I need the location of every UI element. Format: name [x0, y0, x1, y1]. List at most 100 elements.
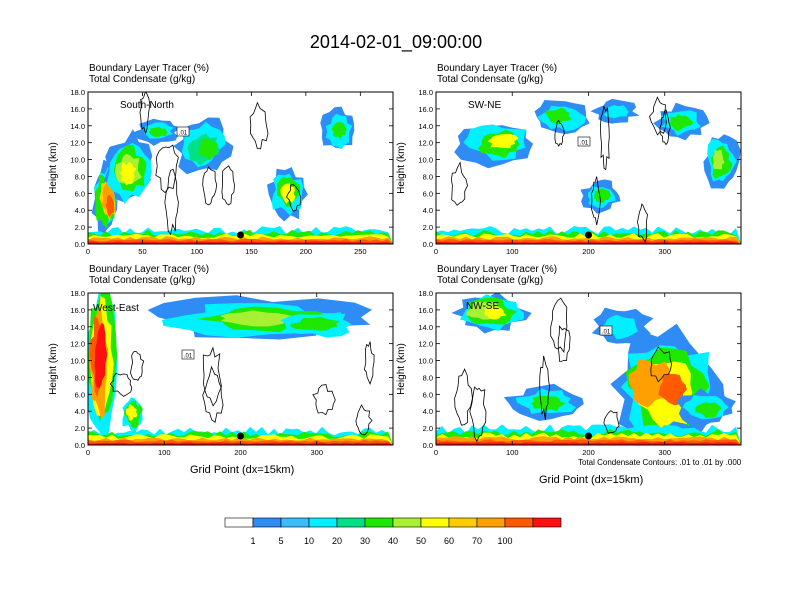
y-tick-label: 16.0 [418, 105, 433, 114]
y-tick-label: 0.0 [423, 441, 433, 450]
tracer-cloud-1-level-3 [220, 310, 294, 327]
contour-line-1 [139, 92, 151, 135]
colorbar-swatch [364, 517, 394, 528]
plot-area: .01 [436, 92, 741, 244]
x-tick-label: 200 [300, 247, 313, 256]
panel-4-title: Boundary Layer Tracer (%) Total Condensa… [437, 264, 557, 286]
contour-line-0 [554, 120, 565, 147]
tracer-cloud-3-level-2 [125, 404, 138, 421]
tracer-cloud-0-level-6 [94, 344, 102, 389]
x-tick-label: 300 [658, 247, 671, 256]
panel-1-title: Boundary Layer Tracer (%) Total Condensa… [89, 63, 209, 85]
colorbar-swatch [392, 517, 422, 528]
contour-label: .01 [179, 131, 188, 137]
y-tick-label: 6.0 [75, 390, 85, 399]
x-tick-label: 100 [506, 247, 519, 256]
tracer-cloud-5-level-4 [119, 161, 137, 186]
y-tick-label: 2.0 [75, 223, 85, 232]
tracer-cloud-2-level-3 [198, 138, 219, 161]
tracer-cloud-0-level-3 [487, 134, 519, 149]
y-tick-label: 4.0 [423, 206, 433, 215]
y-axis-label: Height (km) [396, 343, 407, 395]
contour-line-0 [202, 166, 218, 206]
panel-3-title: Boundary Layer Tracer (%) Total Condensa… [89, 264, 209, 286]
contour-line-1 [363, 341, 375, 386]
y-tick-label: 2.0 [75, 424, 85, 433]
x-tick-label: 0 [86, 448, 90, 457]
x-tick-label: 300 [658, 448, 671, 457]
panel-name: NW-SE [466, 301, 499, 312]
y-tick-label: 12.0 [418, 139, 433, 148]
contour-line-3 [650, 346, 672, 383]
panel-3-title-line1: Boundary Layer Tracer (%) [89, 264, 210, 275]
contour-label: .01 [580, 141, 589, 147]
y-axis-label: Height (km) [48, 343, 59, 395]
panel-name: SW-NE [468, 100, 501, 111]
colorbar-swatch [532, 517, 562, 528]
contour-line-6 [155, 144, 179, 194]
colorbar-swatch [420, 517, 450, 528]
colorbar-label: 10 [304, 536, 314, 546]
y-tick-label: 6.0 [75, 189, 85, 198]
y-tick-label: 16.0 [70, 105, 85, 114]
contour-line-3 [286, 184, 302, 212]
panel-2-title-line2: Total Condensate (g/kg) [437, 74, 544, 85]
contour-line-4 [109, 372, 133, 397]
panel-1-title-line2: Total Condensate (g/kg) [89, 74, 196, 85]
colorbar-label: 60 [444, 536, 454, 546]
tracer-cloud-4-level-3 [712, 149, 725, 170]
colorbar-swatch [476, 517, 506, 528]
colorbar-swatch [280, 517, 310, 528]
y-tick-label: 18.0 [70, 88, 85, 97]
panel-4-title-line2: Total Condensate (g/kg) [437, 275, 544, 286]
panel-west-east: .01 West-East 0.0 2.0 4.0 6.0 8.0 10.0 12.0 14.0 1… [48, 289, 394, 457]
x-tick-label: 0 [434, 247, 438, 256]
x-tick-label: 200 [582, 448, 595, 457]
y-tick-label: 0.0 [75, 240, 85, 249]
y-tick-label: 18.0 [418, 88, 433, 97]
tracer-cloud-1-level-5 [658, 373, 687, 406]
contour-line-6 [130, 350, 145, 381]
contour-line-4 [221, 165, 235, 206]
panel-2-title: Boundary Layer Tracer (%) Total Condensa… [437, 63, 557, 85]
y-tick-label: 4.0 [75, 407, 85, 416]
x-tick-label: 0 [86, 247, 90, 256]
tracer-cloud-4-level-2 [331, 122, 347, 139]
x-tick-label: 200 [582, 247, 595, 256]
y-tick-label: 6.0 [423, 390, 433, 399]
y-tick-label: 6.0 [423, 189, 433, 198]
contour-line-1 [599, 105, 610, 171]
colorbar-label: 100 [497, 536, 512, 546]
tracer-cloud-3-level-2 [695, 402, 722, 418]
y-tick-label: 8.0 [75, 172, 85, 181]
x-tick-label: 150 [245, 247, 258, 256]
colorbar-swatch [504, 517, 534, 528]
tracer-cloud-1-level-2 [148, 126, 168, 138]
plot-area: .01 [436, 293, 741, 445]
colorbar-swatch [252, 517, 282, 528]
contour-line-3 [450, 161, 468, 206]
tracer-cloud-2-level-1 [603, 105, 629, 119]
contour-label-box [577, 136, 591, 147]
y-tick-label: 14.0 [418, 323, 433, 332]
tracer-cloud-1-level-2 [545, 107, 573, 124]
contour-line-2 [454, 368, 473, 426]
y-tick-label: 0.0 [423, 240, 433, 249]
contour-line-3 [202, 346, 222, 407]
contour-label: .01 [602, 330, 611, 336]
y-tick-label: 18.0 [70, 289, 85, 298]
panel-4-xlabel: Grid Point (dx=15km) [539, 474, 644, 486]
colorbar-label: 5 [278, 536, 283, 546]
colorbar-swatch [336, 517, 366, 528]
contour-line-5 [249, 101, 269, 150]
figure-title: 2014-02-01_09:00:00 [309, 32, 483, 52]
colorbar-label: 40 [388, 536, 398, 546]
y-tick-label: 2.0 [423, 424, 433, 433]
x-tick-label: 100 [506, 448, 519, 457]
panel-3-title-line2: Total Condensate (g/kg) [89, 275, 196, 286]
colorbar-label: 1 [250, 536, 255, 546]
x-tick-label: 0 [434, 448, 438, 457]
panel-sw-ne: .01 SW-NE 0.0 2.0 4.0 6.0 8.0 10.0 12.0 14.0 16.0 1… [396, 88, 742, 256]
y-tick-label: 18.0 [418, 289, 433, 298]
panel-2-title-line1: Boundary Layer Tracer (%) [437, 63, 558, 74]
